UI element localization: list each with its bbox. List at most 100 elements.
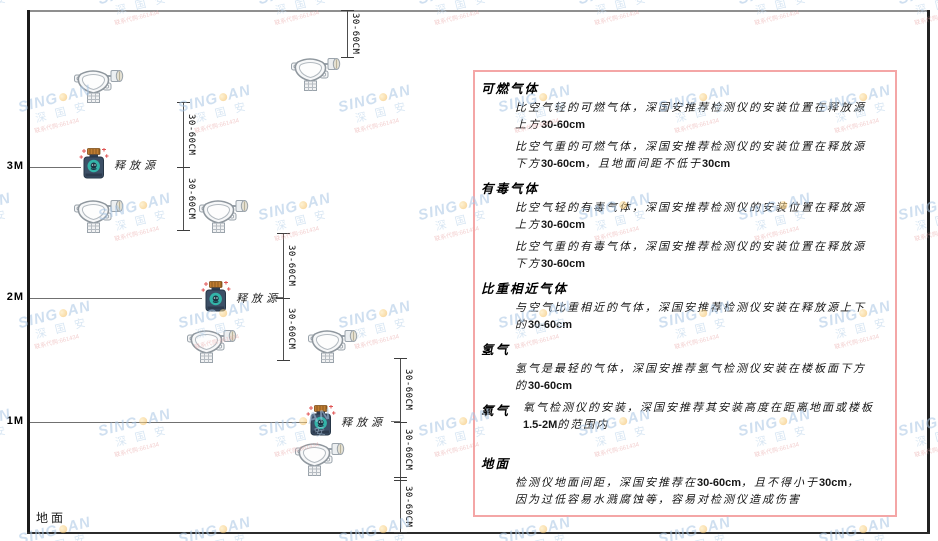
dim-line-ceiling [347, 10, 348, 57]
section-heading: 氢气 [481, 343, 511, 357]
section-combustible-gas: 可燃气体 比空气轻的可燃气体，深国安推荐检测仪的安装位置在释放源上方30-60c… [481, 78, 885, 172]
release-source-label-1m: 释放源 [341, 417, 386, 429]
section-paragraph: 比空气重的可燃气体，深国安推荐检测仪的安装位置在释放源下方30-60cm，且地面… [515, 141, 866, 170]
dim-tick [277, 360, 290, 361]
brand-dot-icon [378, 92, 388, 103]
brand-dot-icon [138, 200, 148, 211]
level-connector-1m [391, 421, 400, 422]
release-source-icon-1m [306, 405, 336, 436]
dim-label-1m-above: 30-60CM [403, 369, 413, 411]
dim-line-2m [283, 233, 284, 360]
dim-tick [177, 102, 190, 103]
ground-line [27, 532, 930, 534]
gas-detector-icon-2m-below [187, 329, 237, 364]
gas-detector-icon-2m-above [199, 199, 249, 234]
dim-tick [394, 422, 407, 423]
section-ground: 地面 检测仪地面间距，深国安推荐在30-60cm，且不得小于30cm，因为过低容… [481, 453, 885, 508]
dim-tick [394, 358, 407, 359]
brand-dot-icon [378, 308, 388, 319]
section-heading: 氧气 [481, 404, 511, 418]
brand-dot-icon [218, 92, 228, 103]
dim-label-ground-gap: 30-60CM [403, 485, 413, 528]
section-paragraph: 比空气重的有毒气体，深国安推荐检测仪的安装位置在释放源下方30-60cm [515, 241, 866, 270]
dim-tick [177, 167, 190, 168]
brand-dot-icon [298, 200, 308, 211]
release-source-icon-3m [79, 148, 109, 179]
dim-tick [394, 480, 407, 481]
brand-dot-icon [458, 200, 468, 211]
brand-dot-icon [58, 308, 68, 319]
dim-tick [341, 10, 354, 11]
release-source-label-3m: 释放源 [114, 160, 159, 172]
gas-detector-icon-3m-above [74, 69, 124, 104]
section-heading: 有毒气体 [481, 182, 540, 196]
dim-tick [277, 233, 290, 234]
level-label-3m: 3M [6, 160, 24, 172]
gas-detector-icon-1m-below [295, 442, 345, 477]
section-paragraph: 与空气比重相近的气体，深国安推荐检测仪安装在释放源上下的30-60cm [515, 302, 866, 331]
dim-tick [341, 57, 354, 58]
dim-label-3m-above: 30-60CM [186, 113, 196, 156]
dim-tick [394, 532, 407, 533]
level-label-1m: 1M [6, 415, 24, 427]
section-toxic-gas: 有毒气体 比空气轻的有毒气体，深国安推荐检测仪的安装位置在释放源上方30-60c… [481, 178, 885, 272]
left-wall-line [27, 10, 30, 534]
section-paragraph: 比空气轻的可燃气体，深国安推荐检测仪的安装位置在释放源上方30-60cm [515, 102, 866, 131]
section-heading: 可燃气体 [481, 82, 540, 96]
level-line-3m [30, 167, 81, 168]
ceiling-line [28, 10, 929, 12]
gas-detector-icon-3m-below [74, 199, 124, 234]
section-similar-density-gas: 比重相近气体 与空气比重相近的气体，深国安推荐检测仪安装在释放源上下的30-60… [481, 278, 885, 333]
section-heading: 比重相近气体 [481, 282, 569, 296]
dim-tick [177, 230, 190, 231]
section-paragraph: 检测仪地面间距，深国安推荐在30-60cm，且不得小于30cm，因为过低容易水溅… [515, 477, 861, 506]
level-label-2m: 2M [6, 291, 24, 303]
dim-line-3m [183, 102, 184, 230]
dim-label-3m-below: 30-60CM [186, 177, 196, 220]
ground-label: 地面 [36, 511, 67, 525]
info-panel: 可燃气体 比空气轻的可燃气体，深国安推荐检测仪的安装位置在释放源上方30-60c… [473, 70, 897, 517]
dim-label-ceiling: 30-60CM [350, 13, 360, 55]
brand-dot-icon [58, 92, 68, 103]
right-wall-line [927, 10, 930, 534]
dim-label-2m-above: 30-60CM [286, 244, 296, 287]
section-paragraph: 氢气是最轻的气体，深国安推荐氢气检测仪安装在楼板面下方的30-60cm [515, 363, 866, 392]
level-line-2m [30, 298, 202, 299]
section-hydrogen: 氢气 氢气是最轻的气体，深国安推荐氢气检测仪安装在楼板面下方的30-60cm [481, 339, 885, 394]
brand-dot-icon [458, 416, 468, 427]
dim-line-1m [400, 358, 401, 533]
dim-label-2m-below: 30-60CM [286, 308, 296, 350]
gas-detector-icon-1m-above [308, 329, 358, 364]
dim-tick [277, 298, 290, 299]
release-source-label-2m: 释放源 [236, 293, 281, 305]
level-line-1m [30, 422, 307, 423]
section-paragraph: 比空气轻的有毒气体，深国安推荐检测仪的安装位置在释放源上方30-60cm [515, 202, 866, 231]
release-source-icon-2m [201, 281, 231, 312]
dim-label-1m-below: 30-60CM [403, 429, 413, 471]
section-paragraph: 氧气检测仪的安装，深国安推荐其安装高度在距离地面或楼板1.5-2M的范围内 [523, 402, 874, 431]
level-connector-2m [276, 297, 283, 298]
dim-tick [394, 477, 407, 478]
gas-detector-icon-ceiling [291, 57, 341, 92]
section-heading: 地面 [481, 457, 511, 471]
section-oxygen: 氧气 氧气检测仪的安装，深国安推荐其安装高度在距离地面或楼板1.5-2M的范围内 [481, 400, 885, 439]
